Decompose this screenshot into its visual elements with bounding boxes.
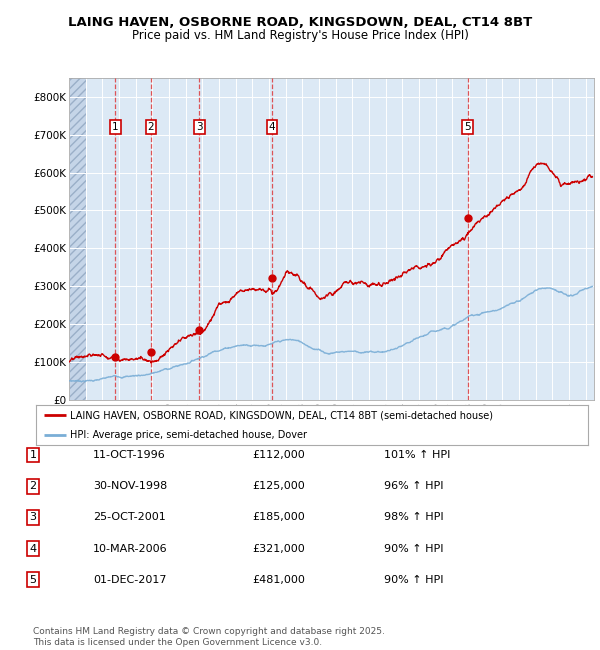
Text: £185,000: £185,000 (252, 512, 305, 523)
Text: LAING HAVEN, OSBORNE ROAD, KINGSDOWN, DEAL, CT14 8BT (semi-detached house): LAING HAVEN, OSBORNE ROAD, KINGSDOWN, DE… (70, 410, 493, 420)
Text: 5: 5 (29, 575, 37, 585)
Text: 4: 4 (29, 543, 37, 554)
Text: £125,000: £125,000 (252, 481, 305, 491)
Text: 3: 3 (196, 122, 203, 132)
Text: 30-NOV-1998: 30-NOV-1998 (93, 481, 167, 491)
Text: 101% ↑ HPI: 101% ↑ HPI (384, 450, 451, 460)
Text: HPI: Average price, semi-detached house, Dover: HPI: Average price, semi-detached house,… (70, 430, 307, 440)
Text: LAING HAVEN, OSBORNE ROAD, KINGSDOWN, DEAL, CT14 8BT: LAING HAVEN, OSBORNE ROAD, KINGSDOWN, DE… (68, 16, 532, 29)
Text: £481,000: £481,000 (252, 575, 305, 585)
Text: 2: 2 (29, 481, 37, 491)
Text: £321,000: £321,000 (252, 543, 305, 554)
Text: 10-MAR-2006: 10-MAR-2006 (93, 543, 167, 554)
Text: 90% ↑ HPI: 90% ↑ HPI (384, 543, 443, 554)
Text: 2: 2 (148, 122, 154, 132)
Text: 5: 5 (464, 122, 471, 132)
Text: 11-OCT-1996: 11-OCT-1996 (93, 450, 166, 460)
Text: 98% ↑ HPI: 98% ↑ HPI (384, 512, 443, 523)
Text: Price paid vs. HM Land Registry's House Price Index (HPI): Price paid vs. HM Land Registry's House … (131, 29, 469, 42)
Text: 01-DEC-2017: 01-DEC-2017 (93, 575, 167, 585)
Bar (69, 78, 86, 400)
Text: 96% ↑ HPI: 96% ↑ HPI (384, 481, 443, 491)
Text: 3: 3 (29, 512, 37, 523)
Text: 1: 1 (29, 450, 37, 460)
Text: Contains HM Land Registry data © Crown copyright and database right 2025.
This d: Contains HM Land Registry data © Crown c… (33, 627, 385, 647)
Text: 4: 4 (269, 122, 275, 132)
Text: 25-OCT-2001: 25-OCT-2001 (93, 512, 166, 523)
Text: 90% ↑ HPI: 90% ↑ HPI (384, 575, 443, 585)
Text: 1: 1 (112, 122, 119, 132)
Text: £112,000: £112,000 (252, 450, 305, 460)
